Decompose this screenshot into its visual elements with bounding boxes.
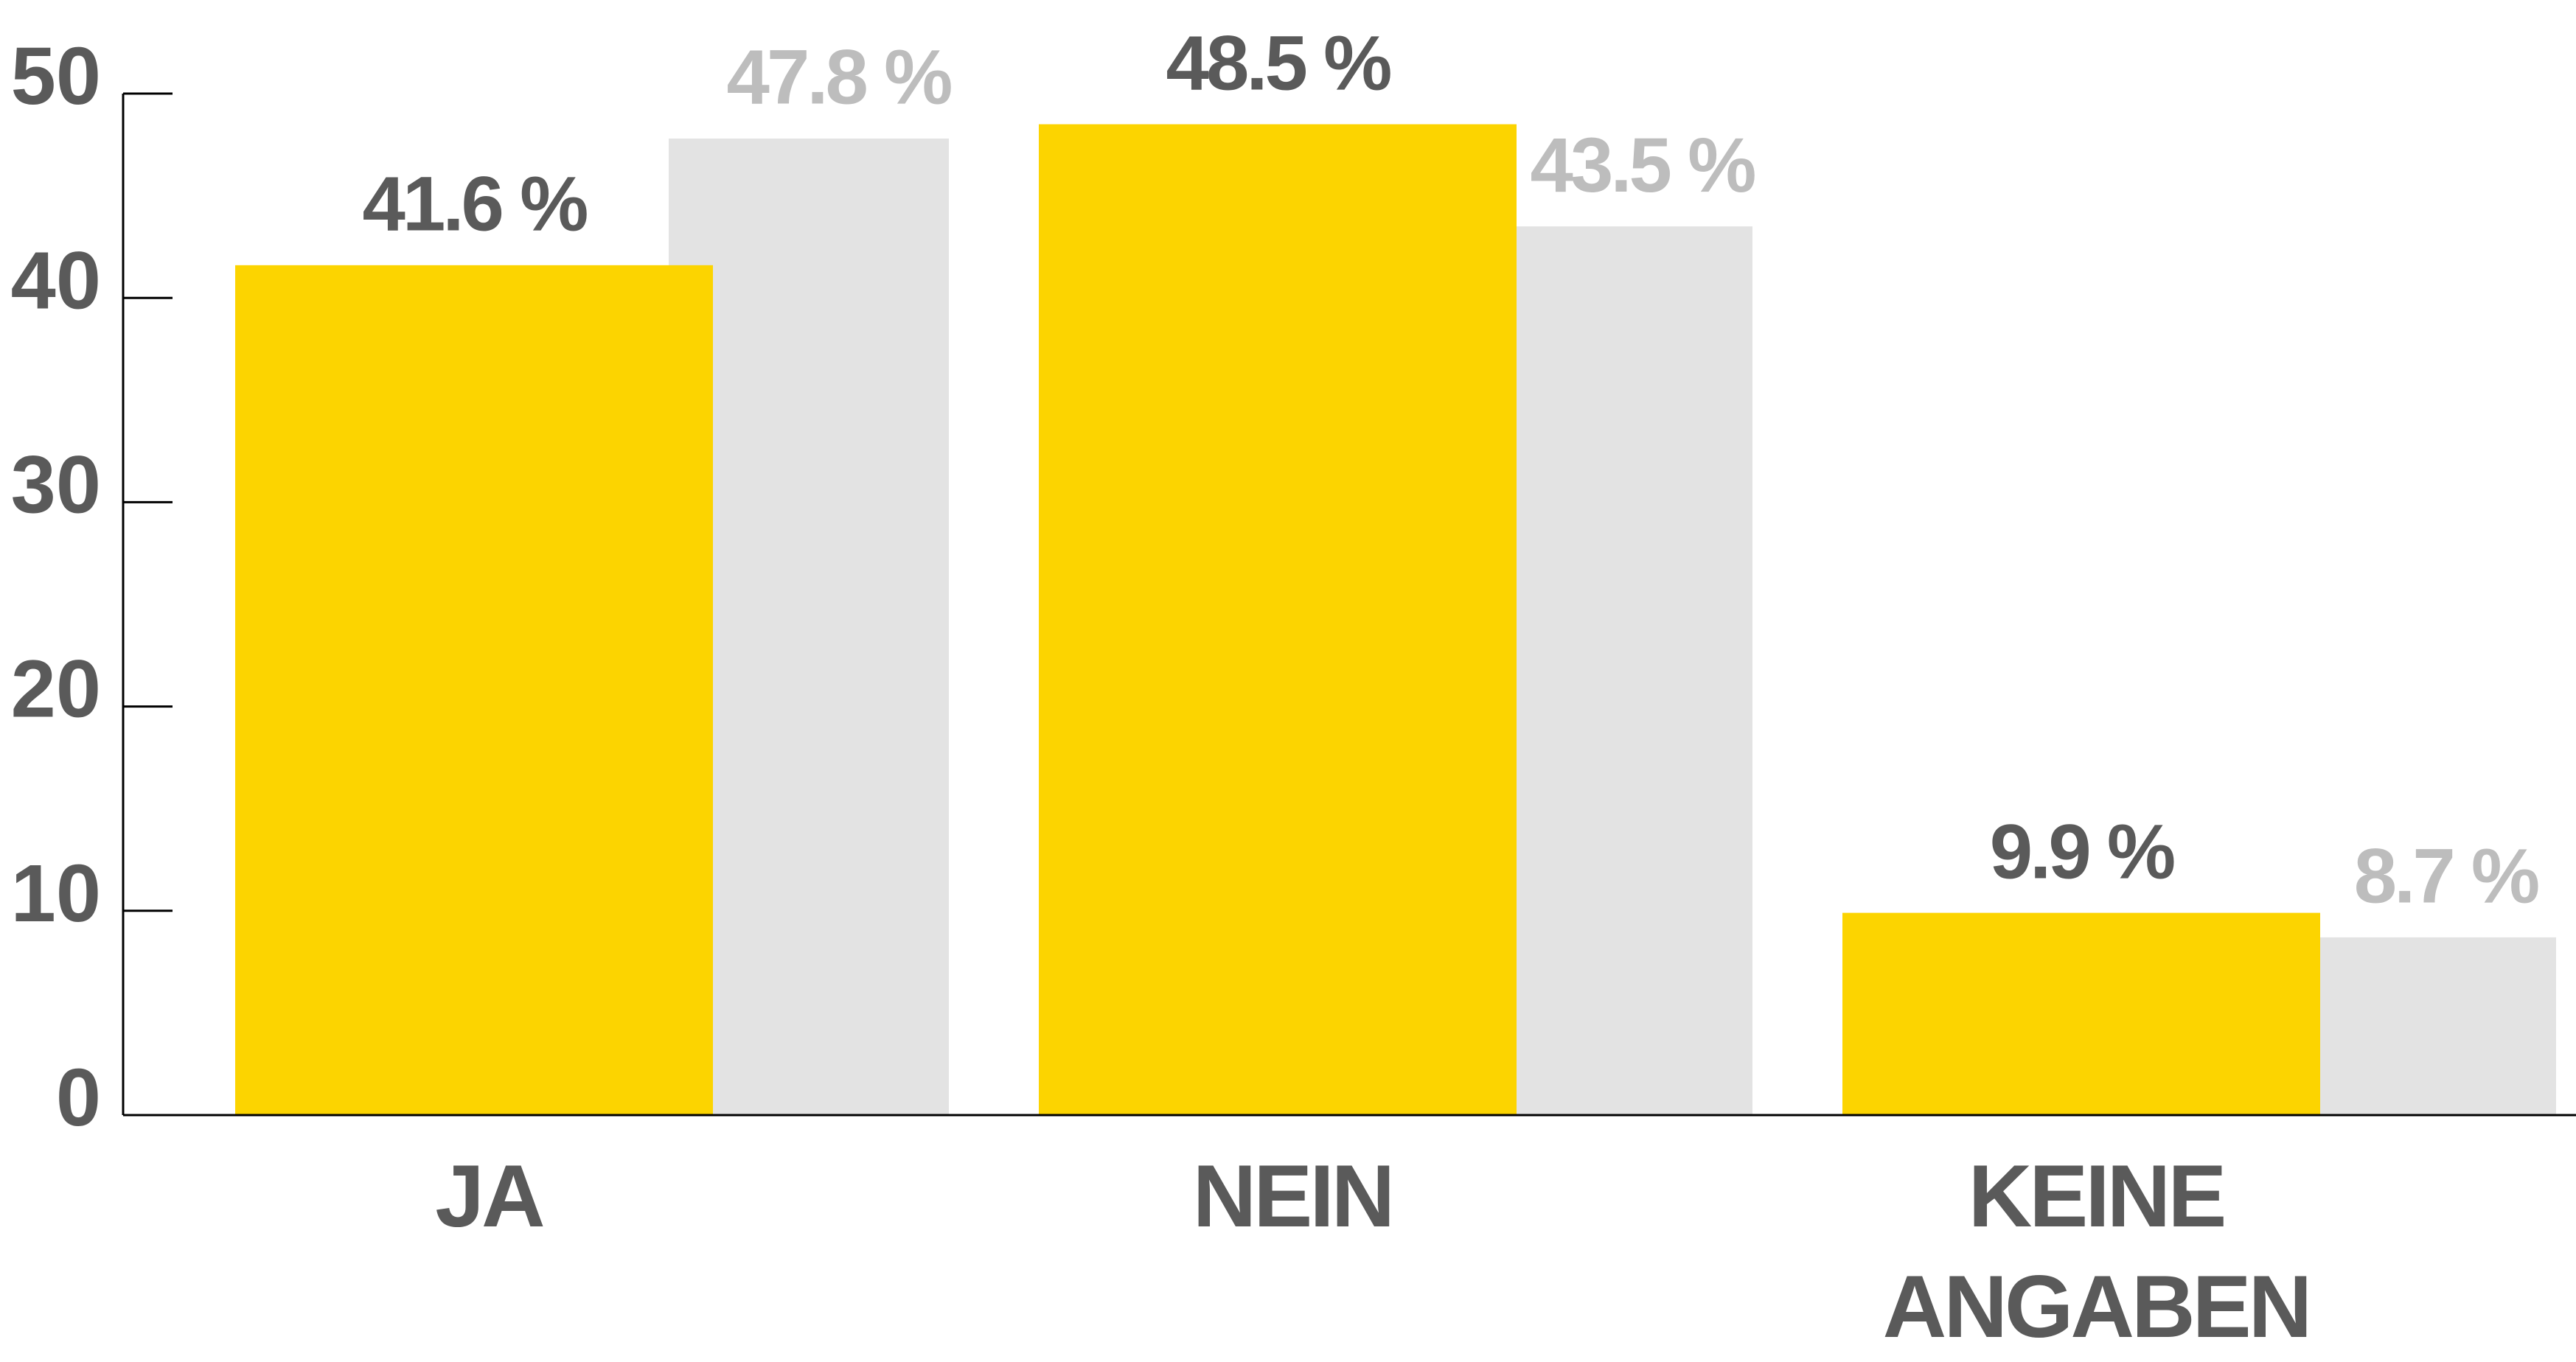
value-label: 47.8 % — [727, 35, 952, 121]
bar — [2276, 937, 2556, 1115]
bar — [1039, 124, 1517, 1116]
y-tick-label: 0 — [56, 1052, 101, 1143]
y-tick-label: 10 — [11, 848, 101, 939]
value-label: 8.7 % — [2354, 834, 2538, 920]
y-tick-label: 30 — [11, 439, 101, 530]
x-tick-label: JA — [435, 1147, 545, 1246]
x-tick-label: NEIN — [1192, 1147, 1396, 1246]
value-label: 48.5 % — [1166, 20, 1391, 106]
y-tick-label: 50 — [11, 31, 101, 122]
x-tick-label: KEINE ANGABEN — [1882, 1147, 2313, 1356]
value-label: 43.5 % — [1531, 122, 1755, 209]
value-label: 41.6 % — [363, 161, 588, 248]
bar — [235, 265, 713, 1115]
y-tick-label: 40 — [11, 235, 101, 326]
bar — [1472, 226, 1752, 1116]
value-label: 9.9 % — [1990, 809, 2174, 895]
y-tick-label: 20 — [11, 644, 101, 735]
bar — [669, 138, 949, 1115]
bar — [1842, 912, 2320, 1115]
